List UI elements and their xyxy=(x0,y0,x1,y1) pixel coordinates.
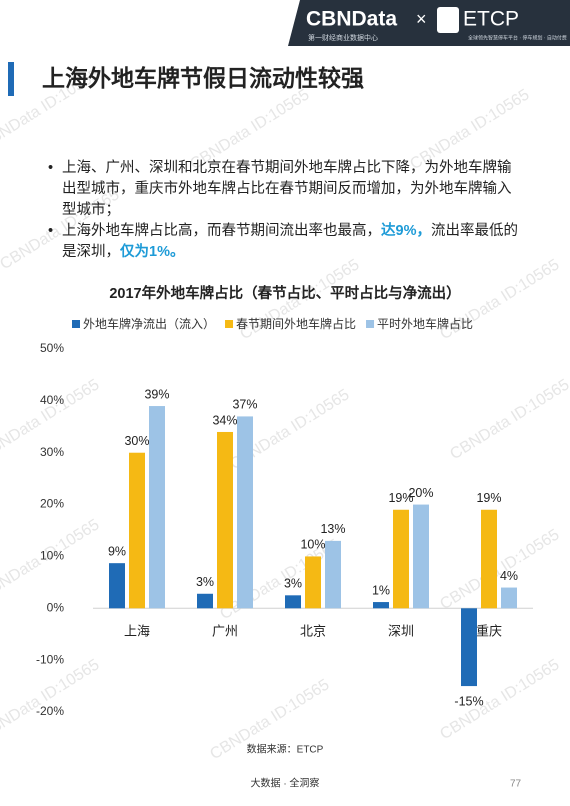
source: 数据来源：ETCP xyxy=(247,743,324,756)
value-label: 34% xyxy=(212,413,237,427)
x-tick-label: 北京 xyxy=(300,624,326,639)
y-tick-label: 30% xyxy=(40,445,64,459)
y-tick-label: 40% xyxy=(40,393,64,407)
bullet: 上海外地车牌占比高，而春节期间流出率也最高，达9%，流出率最低的是深圳，仅为1%… xyxy=(46,221,524,263)
y-tick-label: 0% xyxy=(47,600,65,614)
times: × xyxy=(416,9,427,29)
legend-label: 平时外地车牌占比 xyxy=(377,316,473,331)
value-label: 4% xyxy=(500,569,518,583)
brand: CBNData xyxy=(306,8,397,31)
chart-title: 2017年外地车牌占比（春节占比、平时占比与净流出） xyxy=(109,284,460,302)
bar xyxy=(393,509,409,609)
legend-swatch xyxy=(225,320,234,328)
bar xyxy=(197,593,213,609)
legend-label: 春节期间外地车牌占比 xyxy=(236,316,356,331)
watermark: CBNData ID:10565 xyxy=(447,376,570,463)
highlight: 达9%， xyxy=(381,223,431,239)
bar xyxy=(217,431,233,609)
legend-swatch xyxy=(72,320,80,328)
y-tick-label: 10% xyxy=(40,549,64,563)
value-label: 39% xyxy=(144,387,169,401)
bullet-text: 流出率最低的是深圳， xyxy=(62,223,518,260)
page-number: 77 xyxy=(510,779,522,790)
value-label: 3% xyxy=(284,577,302,591)
value-label: 19% xyxy=(476,491,501,505)
x-tick-label: 重庆 xyxy=(476,624,502,639)
x-tick-label: 深圳 xyxy=(388,624,414,639)
bullet: 上海、广州、深圳和北京在春节期间外地车牌占比下降，为外地车牌输出型城市，重庆市外… xyxy=(46,158,524,221)
bar xyxy=(373,602,389,609)
highlight: 仅为1%。 xyxy=(120,244,185,260)
value-label: 13% xyxy=(320,522,345,536)
partner-sub: 全球领先智慧停车平台 · 停车规划 · 自动付费 xyxy=(468,34,567,41)
bar xyxy=(109,563,125,609)
bar xyxy=(305,556,321,609)
y-tick-label: -10% xyxy=(36,652,64,666)
footer: 大数据 · 全洞察 xyxy=(251,777,320,790)
value-label: 30% xyxy=(124,434,149,448)
bar xyxy=(413,504,429,609)
bullet-text: 上海、广州、深圳和北京在春节期间外地车牌占比下降，为外地车牌输出型城市，重庆市外… xyxy=(62,160,512,218)
y-tick-label: -20% xyxy=(36,704,64,718)
title-accent xyxy=(8,62,14,96)
y-tick-label: 50% xyxy=(40,341,64,355)
plot: -20% -10% 0% 10% 20% 30% 40% 50% 外地车牌净流出（流入） 春节期间… xyxy=(36,316,533,718)
bar xyxy=(461,608,477,687)
page-title: 上海外地车牌节假日流动性较强 xyxy=(42,65,364,91)
value-label: 3% xyxy=(196,575,214,589)
value-label: 1% xyxy=(372,583,390,597)
watermark: CBNData ID:10565 xyxy=(0,656,103,743)
legend-label: 外地车牌净流出（流入） xyxy=(83,316,215,331)
bar xyxy=(325,540,341,609)
x-tick-label: 广州 xyxy=(212,624,238,639)
legend-swatch xyxy=(366,320,375,328)
bar xyxy=(285,595,301,609)
value-label: 10% xyxy=(300,538,325,552)
partner: ETCP xyxy=(463,8,519,31)
value-label: 20% xyxy=(408,486,433,500)
bar xyxy=(481,509,497,609)
bullet-list: 上海、广州、深圳和北京在春节期间外地车牌占比下降，为外地车牌输出型城市，重庆市外… xyxy=(46,158,524,263)
bar xyxy=(149,406,165,609)
bar xyxy=(129,452,145,609)
value-label: -15% xyxy=(454,694,483,708)
value-label: 9% xyxy=(108,544,126,558)
header-banner xyxy=(288,0,570,46)
partner-logo xyxy=(437,7,459,33)
x-tick-label: 上海 xyxy=(124,624,150,639)
value-label: 19% xyxy=(388,491,413,505)
bullet-text: 上海外地车牌占比高，而春节期间流出率也最高， xyxy=(62,223,381,239)
bar xyxy=(501,587,517,609)
brand-sub: 第一财经商业数据中心 xyxy=(308,33,378,42)
y-tick-label: 20% xyxy=(40,497,64,511)
bar xyxy=(237,416,253,609)
value-label: 37% xyxy=(232,398,257,412)
